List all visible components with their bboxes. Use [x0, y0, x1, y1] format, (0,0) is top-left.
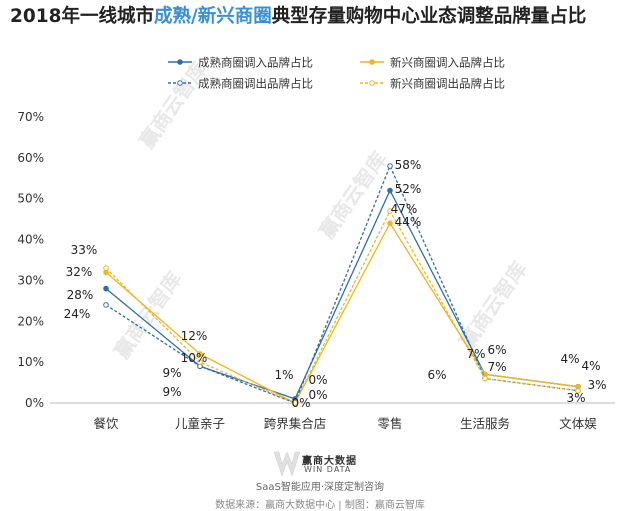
brand-name-cn: 赢商大数据	[302, 456, 357, 467]
data-label: 4%	[560, 352, 579, 366]
data-label: 0%	[308, 373, 327, 387]
data-label: 28%	[67, 288, 94, 302]
data-label: 3%	[566, 391, 585, 405]
brand-logo	[272, 448, 372, 480]
data-label: 1%	[274, 368, 293, 382]
data-label: 3%	[587, 378, 606, 392]
x-tick-label: 跨界集合店	[264, 416, 327, 431]
y-tick-label: 60%	[17, 151, 44, 165]
data-label: 12%	[181, 329, 208, 343]
data-point	[387, 220, 393, 227]
data-point	[387, 187, 393, 194]
watermark-text: 赢商云智库	[109, 267, 186, 363]
y-tick-label: 50%	[17, 192, 44, 206]
x-tick-label: 零售	[377, 416, 402, 431]
x-tick-label: 文体娱	[559, 416, 597, 431]
legend-label: 成熟商圈调出品牌占比	[198, 77, 313, 91]
data-label: 6%	[487, 343, 506, 357]
data-point	[197, 351, 203, 357]
data-source-note: 数据来源：赢商大数据中心 | 制图：赢商云智库	[215, 500, 425, 511]
data-point	[292, 400, 298, 406]
data-label: 4%	[581, 359, 600, 373]
data-point	[103, 302, 109, 308]
series-line	[105, 210, 579, 404]
data-label: 7%	[466, 347, 485, 361]
data-point	[387, 163, 393, 169]
x-tick-label: 生活服务	[460, 416, 510, 431]
data-point	[575, 387, 581, 394]
data-label: 10%	[181, 351, 208, 365]
data-label: 32%	[66, 265, 93, 279]
chart-title: 2018年一线城市成熟/新兴商圈典型存量购物中心业态调整品牌量占比	[10, 2, 586, 28]
series-line	[105, 222, 579, 404]
title-suffix: 典型存量购物中心业态调整品牌量占比	[271, 6, 587, 27]
data-point	[197, 359, 203, 365]
data-label: 58%	[395, 158, 422, 172]
data-point	[482, 375, 488, 382]
title-prefix: 2018年一线城市	[10, 6, 154, 27]
data-label: 33%	[71, 243, 98, 257]
data-label: 24%	[64, 307, 91, 321]
data-label: 9%	[162, 366, 181, 380]
y-tick-label: 10%	[17, 355, 44, 369]
data-label: 9%	[162, 385, 181, 399]
data-label: 0%	[291, 396, 310, 410]
watermark-text: 赢商云智库	[314, 147, 391, 243]
y-tick-label: 40%	[17, 233, 44, 247]
data-label: 6%	[427, 368, 446, 382]
y-tick-label: 70%	[17, 110, 44, 124]
data-label: 52%	[395, 182, 422, 196]
data-point	[387, 208, 393, 214]
data-label: 47%	[391, 202, 418, 216]
data-point	[103, 265, 109, 271]
x-tick-label: 儿童亲子	[175, 416, 225, 431]
series-line	[105, 165, 579, 404]
watermark-text: 赢商云智库	[134, 57, 211, 153]
data-label: 7%	[487, 360, 506, 374]
y-tick-label: 0%	[25, 396, 44, 410]
brand-slogan: SaaS智能应用·深度定制咨询	[255, 482, 385, 493]
legend-marker	[369, 80, 375, 86]
legend-marker	[369, 59, 375, 65]
legend-label: 新兴商圈调入品牌占比	[390, 56, 505, 70]
legend-marker	[177, 59, 183, 65]
y-tick-label: 20%	[17, 314, 44, 328]
win-data-logo-icon	[273, 451, 301, 477]
x-tick-label: 餐饮	[93, 416, 119, 431]
data-point	[103, 285, 109, 292]
data-label: 0%	[308, 388, 327, 402]
y-tick-label: 30%	[17, 273, 44, 287]
title-highlight: 成熟/新兴商圈	[154, 6, 272, 27]
legend-label: 成熟商圈调入品牌占比	[198, 56, 313, 70]
legend-marker	[177, 80, 183, 86]
brand-name-en: WIN DATA	[304, 465, 352, 474]
data-label: 44%	[395, 215, 422, 229]
legend-label: 新兴商圈调出品牌占比	[390, 77, 505, 91]
